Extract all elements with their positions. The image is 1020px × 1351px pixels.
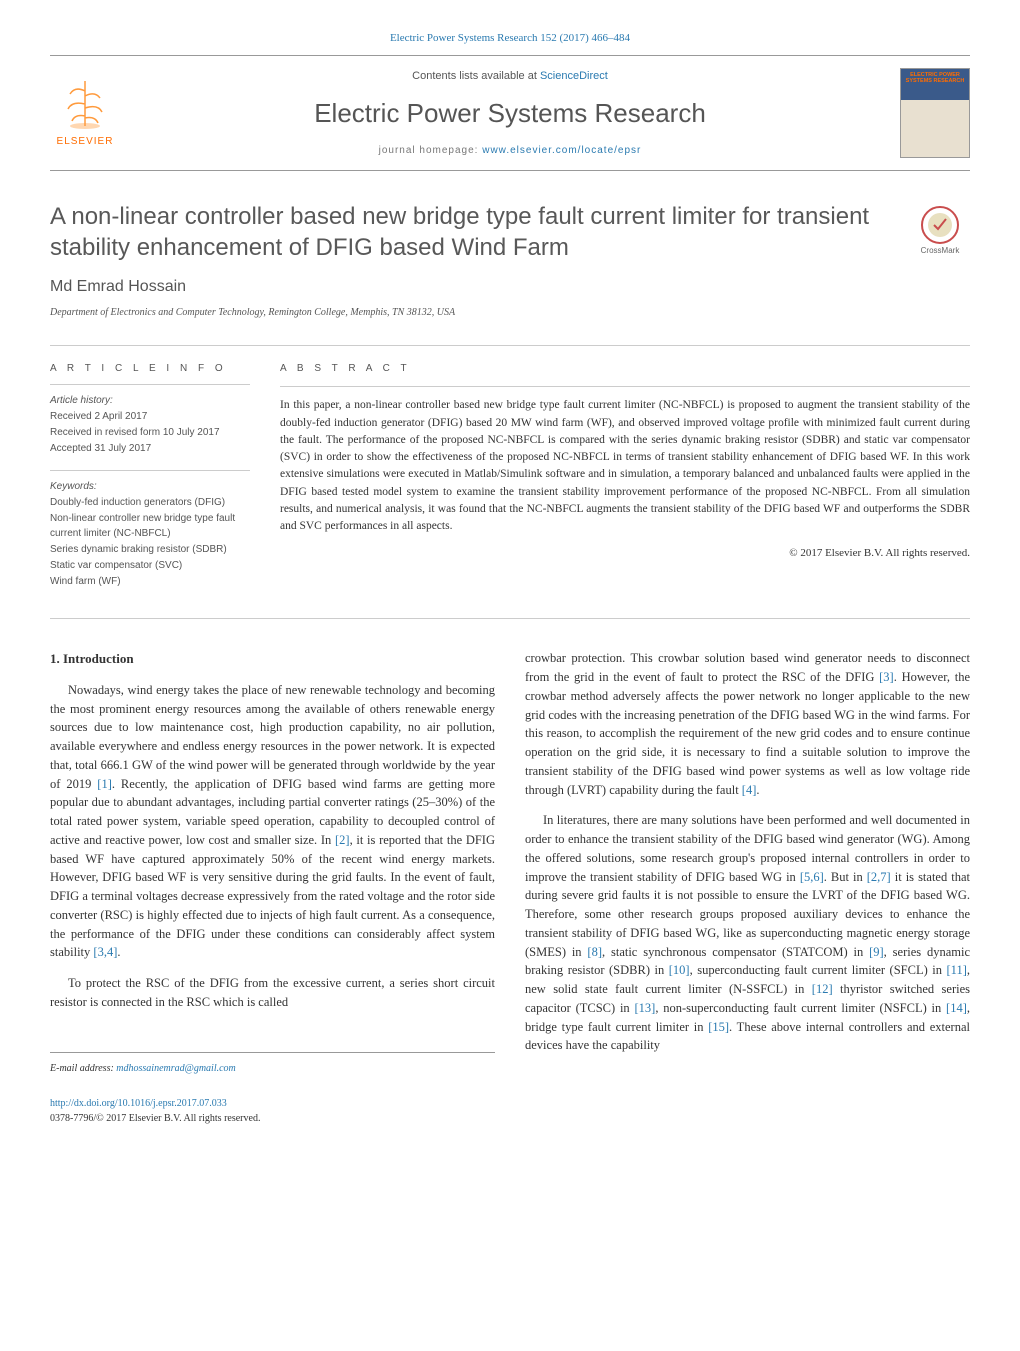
- journal-cover-thumb: ELECTRIC POWER SYSTEMS RESEARCH: [900, 68, 970, 158]
- sciencedirect-link[interactable]: ScienceDirect: [540, 70, 608, 82]
- footer-bottom: http://dx.doi.org/10.1016/j.epsr.2017.07…: [50, 1096, 495, 1126]
- doi-link[interactable]: http://dx.doi.org/10.1016/j.epsr.2017.07…: [50, 1098, 227, 1109]
- footer-block: E-mail address: mdhossainemrad@gmail.com…: [50, 1052, 495, 1126]
- homepage-line: journal homepage: www.elsevier.com/locat…: [120, 143, 900, 158]
- article-title: A non-linear controller based new bridge…: [50, 201, 910, 263]
- history-revised: Received in revised form 10 July 2017: [50, 425, 250, 440]
- body-paragraph: crowbar protection. This crowbar solutio…: [525, 649, 970, 799]
- crossmark-badge[interactable]: CrossMark: [910, 201, 970, 261]
- top-citation-link[interactable]: Electric Power Systems Research 152 (201…: [390, 32, 630, 44]
- email-line: E-mail address: mdhossainemrad@gmail.com: [50, 1061, 495, 1076]
- body-paragraph: Nowadays, wind energy takes the place of…: [50, 681, 495, 962]
- contents-line: Contents lists available at ScienceDirec…: [120, 68, 900, 85]
- crossmark-icon: [920, 205, 960, 245]
- homepage-label: journal homepage:: [379, 145, 483, 156]
- section-heading: 1. Introduction: [50, 649, 495, 669]
- journal-page: Electric Power Systems Research 152 (201…: [0, 0, 1020, 1156]
- issn-copyright: 0378-7796/© 2017 Elsevier B.V. All right…: [50, 1113, 260, 1124]
- history-received: Received 2 April 2017: [50, 409, 250, 424]
- author-affiliation: Department of Electronics and Computer T…: [50, 305, 970, 320]
- email-link[interactable]: mdhossainemrad@gmail.com: [116, 1063, 235, 1074]
- ref-link[interactable]: [11]: [947, 963, 967, 977]
- body-paragraph: In literatures, there are many solutions…: [525, 811, 970, 1055]
- info-abstract-row: a r t i c l e i n f o Article history: R…: [50, 345, 970, 619]
- ref-link[interactable]: [1]: [97, 777, 112, 791]
- abstract-copyright: © 2017 Elsevier B.V. All rights reserved…: [280, 545, 970, 562]
- elsevier-tree-icon: [60, 76, 110, 131]
- abstract-column: a b s t r a c t In this paper, a non-lin…: [280, 361, 970, 603]
- homepage-link[interactable]: www.elsevier.com/locate/epsr: [482, 145, 641, 156]
- ref-link[interactable]: [15]: [708, 1020, 729, 1034]
- header-center: Contents lists available at ScienceDirec…: [120, 68, 900, 159]
- ref-link[interactable]: [3]: [879, 670, 894, 684]
- email-label: E-mail address:: [50, 1063, 116, 1074]
- journal-name: Electric Power Systems Research: [120, 94, 900, 133]
- author-name: Md Emrad Hossain: [50, 275, 970, 299]
- ref-link[interactable]: [8]: [587, 945, 602, 959]
- top-citation[interactable]: Electric Power Systems Research 152 (201…: [50, 30, 970, 47]
- history-accepted: Accepted 31 July 2017: [50, 441, 250, 456]
- abstract-text: In this paper, a non-linear controller b…: [280, 397, 970, 535]
- body-columns: 1. Introduction Nowadays, wind energy ta…: [50, 649, 970, 1125]
- body-paragraph: To protect the RSC of the DFIG from the …: [50, 974, 495, 1012]
- ref-link[interactable]: [14]: [946, 1001, 967, 1015]
- keyword: Static var compensator (SVC): [50, 558, 250, 573]
- keywords-block: Keywords: Doubly-fed induction generator…: [50, 479, 250, 589]
- cover-title: ELECTRIC POWER SYSTEMS RESEARCH: [904, 72, 966, 84]
- crossmark-label: CrossMark: [921, 245, 960, 257]
- ref-link[interactable]: [13]: [634, 1001, 655, 1015]
- keyword: Series dynamic braking resistor (SDBR): [50, 542, 250, 557]
- info-heading: a r t i c l e i n f o: [50, 361, 250, 376]
- ref-link[interactable]: [2]: [335, 833, 350, 847]
- history-label: Article history:: [50, 393, 250, 408]
- ref-link[interactable]: [3,4]: [93, 945, 117, 959]
- header-block: ELSEVIER Contents lists available at Sci…: [50, 55, 970, 172]
- publisher-name: ELSEVIER: [57, 134, 114, 149]
- ref-link[interactable]: [9]: [869, 945, 884, 959]
- title-row: A non-linear controller based new bridge…: [50, 201, 970, 263]
- keyword: Non-linear controller new bridge type fa…: [50, 511, 250, 541]
- body-column-left: 1. Introduction Nowadays, wind energy ta…: [50, 649, 495, 1125]
- publisher-logo: ELSEVIER: [50, 73, 120, 153]
- ref-link[interactable]: [5,6]: [800, 870, 824, 884]
- keywords-label: Keywords:: [50, 479, 250, 494]
- keyword: Wind farm (WF): [50, 574, 250, 589]
- ref-link[interactable]: [12]: [812, 982, 833, 996]
- ref-link[interactable]: [4]: [742, 783, 757, 797]
- ref-link[interactable]: [2,7]: [867, 870, 891, 884]
- keyword: Doubly-fed induction generators (DFIG): [50, 495, 250, 510]
- ref-link[interactable]: [10]: [669, 963, 690, 977]
- contents-label: Contents lists available at: [412, 70, 540, 82]
- article-info-column: a r t i c l e i n f o Article history: R…: [50, 361, 250, 603]
- abstract-heading: a b s t r a c t: [280, 361, 970, 376]
- history-block: Article history: Received 2 April 2017 R…: [50, 393, 250, 456]
- body-column-right: crowbar protection. This crowbar solutio…: [525, 649, 970, 1125]
